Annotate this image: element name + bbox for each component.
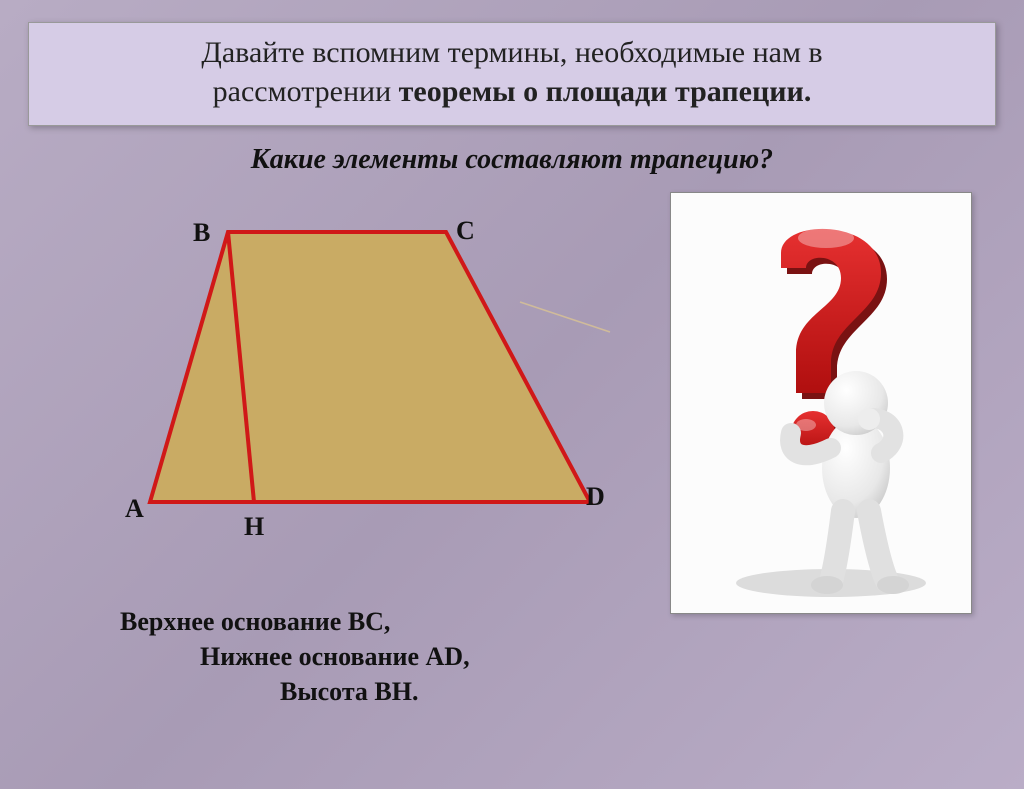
vertex-label-d: D: [586, 482, 605, 512]
title-line2-prefix: рассмотрении: [213, 75, 399, 108]
question-figure-box: [670, 192, 972, 614]
trapezoid-diagram: A B C D H: [30, 182, 650, 582]
subtitle: Какие элементы составляют трапецию?: [40, 144, 984, 176]
trapezoid-svg: [30, 182, 650, 562]
vertex-label-c: C: [456, 216, 475, 246]
title-box: Давайте вспомним термины, необходимые на…: [28, 22, 996, 126]
title-line2-bold: теоремы о площади трапеции.: [399, 75, 812, 108]
bottom-line-2: Нижнее основание AD,: [200, 639, 1024, 674]
vertex-label-h: H: [244, 512, 264, 542]
title-line1: Давайте вспомним термины, необходимые на…: [201, 36, 822, 69]
vertex-label-a: A: [125, 494, 144, 524]
content-row: A B C D H: [0, 182, 1024, 614]
question-figure-svg: [681, 203, 961, 603]
vertex-label-b: B: [193, 218, 210, 248]
bottom-line-3: Высота BH.: [280, 674, 1024, 709]
bottom-text: Верхнее основание BC, Нижнее основание A…: [120, 604, 1024, 709]
